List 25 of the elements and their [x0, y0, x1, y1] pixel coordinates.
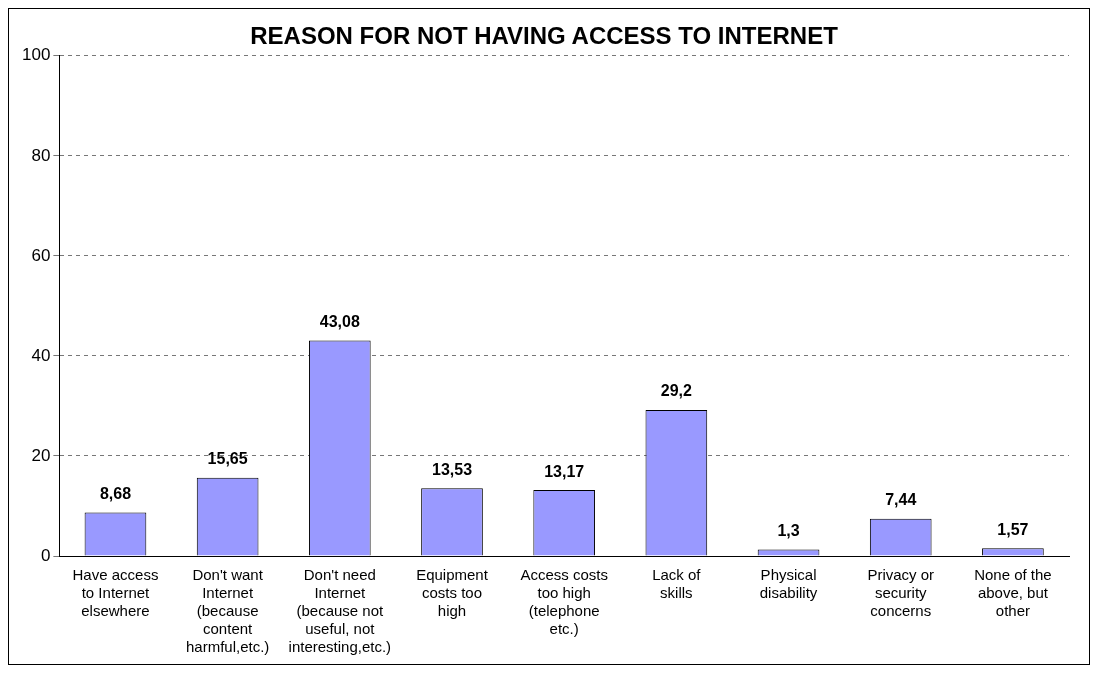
data-label: 13,53 — [431, 460, 473, 478]
x-tick-label: Privacy or security concerns — [867, 566, 935, 620]
x-tick-label: Access costs too high (telephone etc.) — [520, 566, 608, 638]
y-tick-label: 0 — [40, 545, 51, 565]
x-tick-label: Physical disability — [759, 566, 818, 602]
data-label: 43,08 — [319, 312, 360, 330]
data-label: 8,68 — [99, 484, 132, 502]
data-label: 7,44 — [885, 491, 917, 509]
x-tick-label: Have access to Internet elsewhere — [72, 566, 159, 620]
chart-title: REASON FOR NOT HAVING ACCESS TO INTERNET — [250, 22, 839, 50]
x-tick-label: Lack of skills — [652, 566, 702, 602]
y-tick-label: 20 — [31, 445, 51, 465]
y-tick-label: 40 — [31, 345, 51, 365]
y-tick-label: 80 — [31, 145, 51, 165]
y-tick-label: 60 — [31, 245, 51, 265]
x-tick-label: None of the above, but other — [974, 566, 1052, 620]
x-tick-label: Don't want Internet (because content harmful,etc.) — [185, 566, 270, 656]
x-tick-label: Equipment costs too high — [416, 566, 489, 620]
data-label: 29,2 — [660, 382, 693, 400]
y-tick-label: 100 — [21, 45, 51, 65]
data-label: 1,3 — [777, 521, 800, 539]
data-label: 1,57 — [997, 520, 1029, 538]
data-label: 13,17 — [544, 462, 585, 480]
x-tick-label: Don't need Internet (because not useful, not interesting,etc.) — [288, 566, 392, 656]
data-label: 15,65 — [207, 450, 248, 468]
